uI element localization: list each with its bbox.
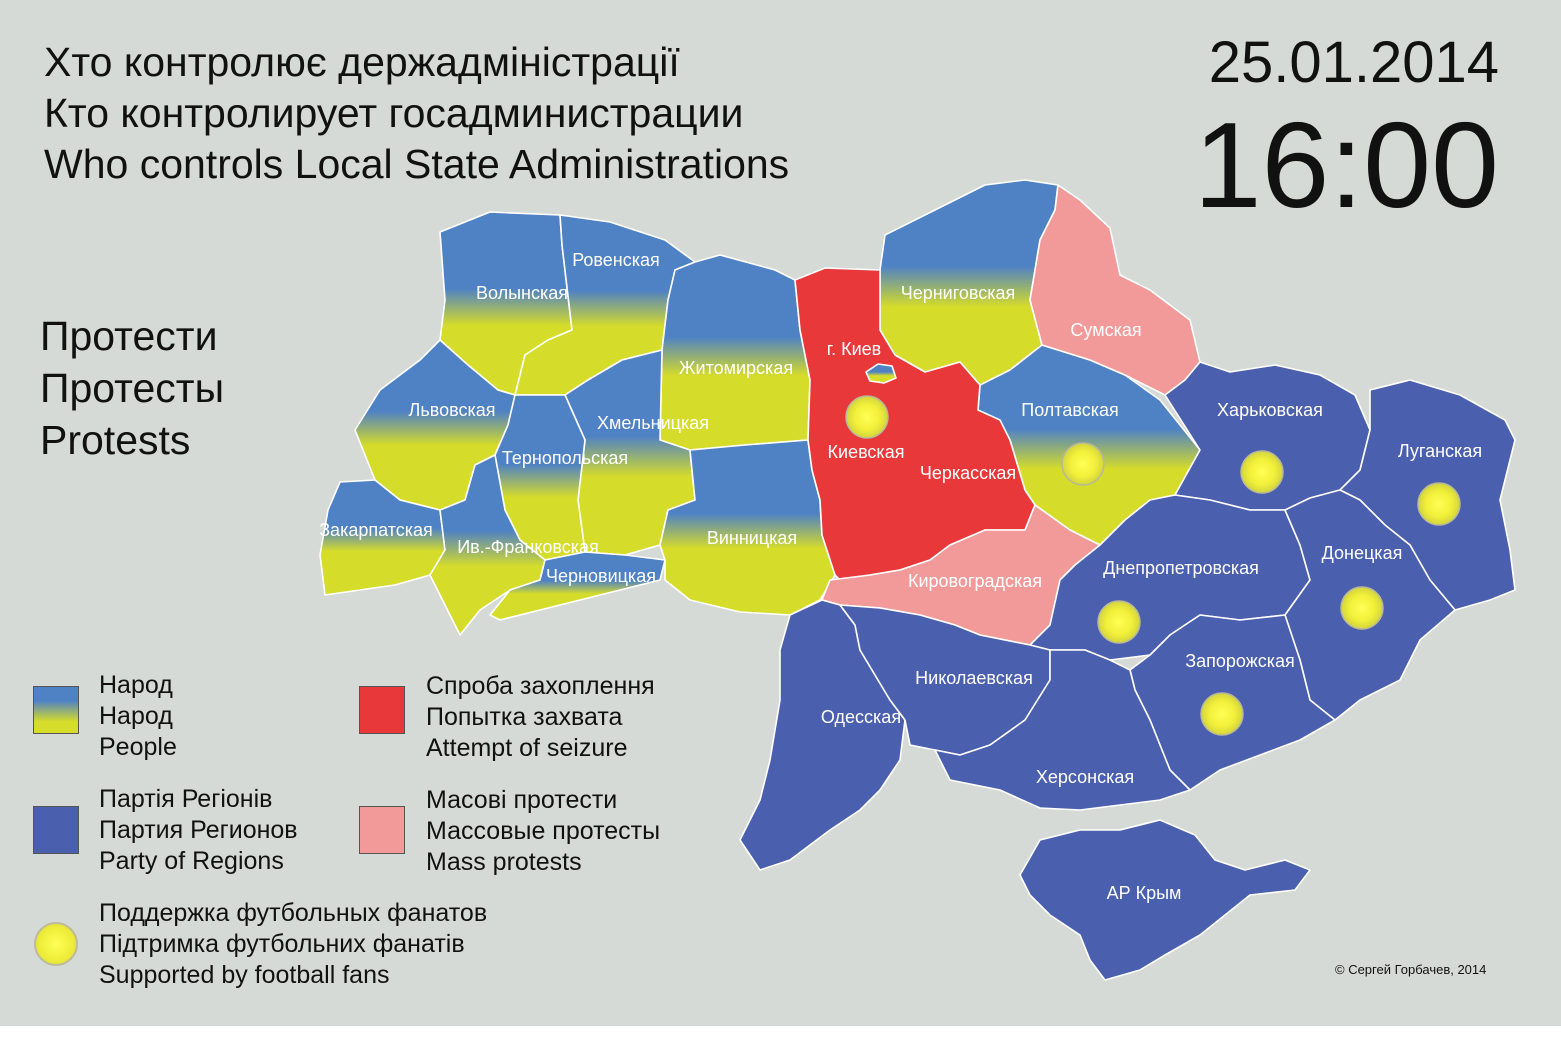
label-vinnytskaya: Винницкая	[707, 528, 797, 548]
label-kyivskaya: Киевская	[828, 442, 905, 462]
legend-attempt-en: Attempt of seizure	[426, 734, 628, 762]
legend-mass-en: Mass protests	[426, 848, 582, 876]
label-odeskaya: Одесская	[821, 707, 901, 727]
label-dnipropetrovskaya: Днепропетровская	[1103, 558, 1259, 578]
label-cherkasskaya: Черкасская	[920, 463, 1016, 483]
legend-fans: Поддержка футбольных фанатов Підтримка ф…	[99, 898, 487, 991]
label-khmelnytskaya: Хмельницкая	[597, 413, 709, 433]
label-zakarpatskaya: Закарпатская	[319, 520, 433, 540]
fan-marker-kyivskaya	[845, 395, 889, 439]
legend-people-ru: Народ	[99, 702, 173, 730]
title-english: Who controls Local State Administrations	[44, 141, 790, 187]
label-kirovogradskaya: Кировоградская	[908, 571, 1042, 591]
label-chernovitskaya: Черновицкая	[546, 566, 656, 586]
legend-attempt-ru: Попытка захвата	[426, 703, 623, 731]
bottom-strip	[0, 1026, 1561, 1039]
region-khersonskaya	[934, 649, 1191, 811]
label-kharkivskaya: Харьковская	[1217, 400, 1323, 420]
legend-regions-ru: Партия Регионов	[99, 816, 298, 844]
legend-regions-en: Party of Regions	[99, 847, 284, 875]
protests-heading: Протести Протесты Protests	[40, 310, 224, 466]
label-khersonskaya: Херсонская	[1036, 767, 1134, 787]
label-chernihivskaya: Черниговская	[901, 283, 1016, 303]
legend-mass-ru: Массовые протесты	[426, 817, 661, 845]
label-sumskaya: Сумская	[1070, 320, 1141, 340]
region-zakarpatskaya	[319, 479, 446, 596]
fan-marker-poltavskaya	[1061, 442, 1105, 486]
legend-mass: Масові протести Массовые протесты Mass p…	[426, 785, 660, 878]
fan-marker-zaporizhzhya	[1200, 692, 1244, 736]
protests-heading-ru: Протесты	[40, 365, 225, 411]
label-ternopolskaya: Тернопольская	[502, 448, 628, 468]
fan-marker-donetskaya	[1340, 586, 1384, 630]
region-chernovitskaya	[489, 551, 666, 621]
legend-people-en: People	[99, 733, 177, 761]
date-label: 25.01.2014	[1208, 30, 1499, 95]
label-luganskaya: Луганская	[1398, 441, 1482, 461]
legend-swatch-attempt	[359, 686, 405, 734]
legend-swatch-fans	[34, 922, 78, 966]
legend-swatch-people	[33, 686, 79, 734]
label-volynskaya: Волынская	[476, 283, 568, 303]
fan-marker-kharkivskaya	[1240, 450, 1284, 494]
title-ukrainian: Хто контролює держадміністрації	[44, 39, 680, 85]
legend-attempt: Спроба захоплення Попытка захвата Attemp…	[426, 671, 655, 764]
legend-regions: Партія Регіонів Партия Регионов Party of…	[99, 784, 298, 877]
label-rovenskaya: Ровенская	[572, 250, 660, 270]
time-label: 16:00	[1193, 97, 1499, 233]
region-kyiv-city	[865, 363, 897, 384]
legend-fans-en: Supported by football fans	[99, 961, 390, 989]
label-kyiv-city: г. Киев	[827, 339, 881, 359]
label-donetskaya: Донецкая	[1322, 543, 1403, 563]
label-lvovskaya: Львовская	[409, 400, 496, 420]
region-crimea	[1019, 819, 1311, 981]
copyright: © Сергей Горбачев, 2014	[1335, 962, 1487, 977]
fan-marker-luganskaya	[1417, 482, 1461, 526]
title-russian: Кто контролирует госадминистрации	[44, 90, 744, 136]
label-zaporizhzhya: Запорожская	[1185, 651, 1295, 671]
label-crimea: АР Крым	[1107, 883, 1182, 903]
protests-heading-en: Protests	[40, 417, 191, 463]
legend-people: Народ Народ People	[99, 670, 177, 763]
legend-fans-ru: Поддержка футбольных фанатов	[99, 899, 488, 927]
fan-marker-dnipropetrovskaya	[1097, 600, 1141, 644]
legend-people-uk: Народ	[99, 671, 173, 699]
label-iv-frankovskaya: Ив.-Франковская	[457, 537, 599, 557]
legend-fans-uk: Підтримка футбольних фанатів	[99, 930, 465, 958]
legend-regions-uk: Партія Регіонів	[99, 785, 273, 813]
label-mykolaivskaya: Николаевская	[915, 668, 1033, 688]
legend-swatch-mass	[359, 806, 405, 854]
label-poltavskaya: Полтавская	[1021, 400, 1119, 420]
label-zhytomyrskaya: Житомирская	[679, 358, 793, 378]
legend-mass-uk: Масові протести	[426, 786, 618, 814]
legend-attempt-uk: Спроба захоплення	[426, 672, 655, 700]
legend-swatch-regions	[33, 806, 79, 854]
protests-heading-uk: Протести	[40, 313, 218, 359]
